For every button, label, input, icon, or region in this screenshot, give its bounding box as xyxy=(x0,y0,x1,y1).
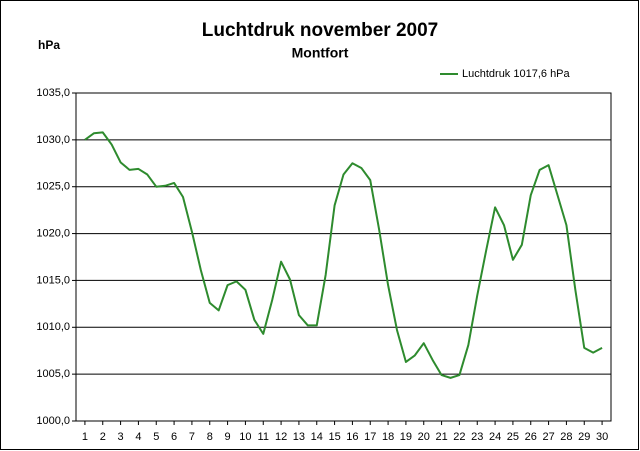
y-tick-label: 1025,0 xyxy=(36,181,70,193)
x-tick-label: 12 xyxy=(275,431,287,443)
y-tick-label: 1005,0 xyxy=(36,368,70,380)
x-tick-label: 26 xyxy=(525,431,537,443)
x-tick-label: 29 xyxy=(578,431,590,443)
y-tick-label: 1030,0 xyxy=(36,134,70,146)
x-tick-label: 11 xyxy=(258,431,269,443)
x-tick-label: 4 xyxy=(135,431,141,443)
x-tick-label: 8 xyxy=(207,431,213,443)
y-tick-label: 1000,0 xyxy=(36,415,70,427)
x-tick-label: 3 xyxy=(118,431,124,443)
x-tick-label: 5 xyxy=(153,431,159,443)
x-tick-label: 14 xyxy=(311,431,323,443)
x-tick-label: 23 xyxy=(471,431,483,443)
x-tick-label: 17 xyxy=(364,431,376,443)
x-tick-label: 2 xyxy=(100,431,106,443)
data-line xyxy=(84,131,603,379)
legend-label: Luchtdruk 1017,6 hPa xyxy=(462,68,571,80)
x-tick-label: 30 xyxy=(596,431,608,443)
y-axis-label: hPa xyxy=(38,38,60,52)
x-tick-label: 22 xyxy=(453,431,465,443)
y-tick-label: 1010,0 xyxy=(36,321,70,333)
x-tick-label: 1 xyxy=(82,431,88,443)
x-tick-label: 10 xyxy=(239,431,251,443)
x-tick-label: 20 xyxy=(418,431,430,443)
x-tick-label: 15 xyxy=(328,431,340,443)
x-tick-label: 13 xyxy=(293,431,305,443)
x-tick-label: 18 xyxy=(382,431,394,443)
x-tick-label: 16 xyxy=(346,431,358,443)
x-tick-label: 6 xyxy=(171,431,177,443)
x-tick-label: 9 xyxy=(225,431,231,443)
y-tick-label: 1020,0 xyxy=(36,227,70,239)
x-tick-label: 19 xyxy=(400,431,412,443)
x-tick-label: 27 xyxy=(542,431,554,443)
x-tick-label: 7 xyxy=(189,431,195,443)
x-tick-label: 21 xyxy=(435,431,447,443)
x-tick-label: 24 xyxy=(489,431,501,443)
chart-title: Luchtdruk november 2007 xyxy=(202,20,439,41)
x-tick-label: 28 xyxy=(560,431,572,443)
chart-subtitle: Montfort xyxy=(292,45,349,61)
y-tick-label: 1015,0 xyxy=(36,274,70,286)
x-tick-label: 25 xyxy=(507,431,519,443)
y-tick-label: 1035,0 xyxy=(36,87,70,99)
